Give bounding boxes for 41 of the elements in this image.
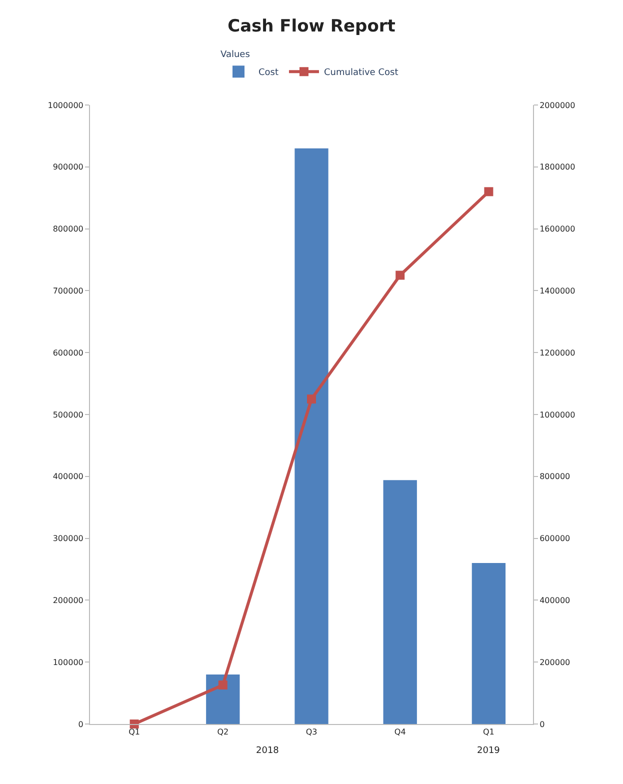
x-tick-label: Q1 xyxy=(128,728,140,737)
y-tick-label: 500000 xyxy=(52,410,84,420)
y2-tick-label: 0 xyxy=(540,720,545,729)
y-tick-label: 800000 xyxy=(52,224,84,234)
x-tick-label: Q1 xyxy=(483,728,494,737)
y-tick-label: 100000 xyxy=(52,658,84,667)
y2-tick-label: 1200000 xyxy=(540,348,576,358)
y-tick-label: 700000 xyxy=(52,286,84,296)
y2-tick-label: 600000 xyxy=(540,534,570,544)
point xyxy=(484,187,494,196)
y2-tick-label: 1000000 xyxy=(540,410,576,420)
bar xyxy=(294,148,328,724)
chart-title: Cash Flow Report xyxy=(228,16,396,36)
bar xyxy=(472,563,506,724)
y2-tick-label: 1400000 xyxy=(540,286,576,296)
legend-label: Cumulative Cost xyxy=(324,68,399,78)
point xyxy=(218,680,228,690)
y-tick-label: 0 xyxy=(78,720,84,729)
y2-tick-label: 800000 xyxy=(540,472,570,482)
y2-tick-label: 1800000 xyxy=(540,162,576,172)
x-tick-label: Q4 xyxy=(394,728,406,737)
x-tick-label: Q2 xyxy=(217,728,229,737)
point xyxy=(396,270,405,280)
y-tick-label: 400000 xyxy=(52,472,84,482)
text: 2019 xyxy=(477,746,500,756)
y2-tick-label: 2000000 xyxy=(540,100,576,110)
y-tick-label: 200000 xyxy=(52,596,84,605)
bar xyxy=(383,480,417,724)
y2-tick-label: 1600000 xyxy=(540,224,576,234)
text: 2018 xyxy=(256,746,280,756)
legend-title: Values xyxy=(220,50,250,60)
y-tick-label: 900000 xyxy=(52,162,84,172)
y2-tick-label: 400000 xyxy=(540,596,570,605)
legend-label: Cost xyxy=(258,68,279,78)
y2-tick-label: 200000 xyxy=(540,658,570,667)
bar xyxy=(206,674,240,724)
point xyxy=(307,394,316,404)
x-tick-label: Q3 xyxy=(306,728,318,737)
y-tick-label: 300000 xyxy=(52,534,84,544)
y-tick-label: 1000000 xyxy=(48,100,84,110)
y-tick-label: 600000 xyxy=(52,348,84,358)
